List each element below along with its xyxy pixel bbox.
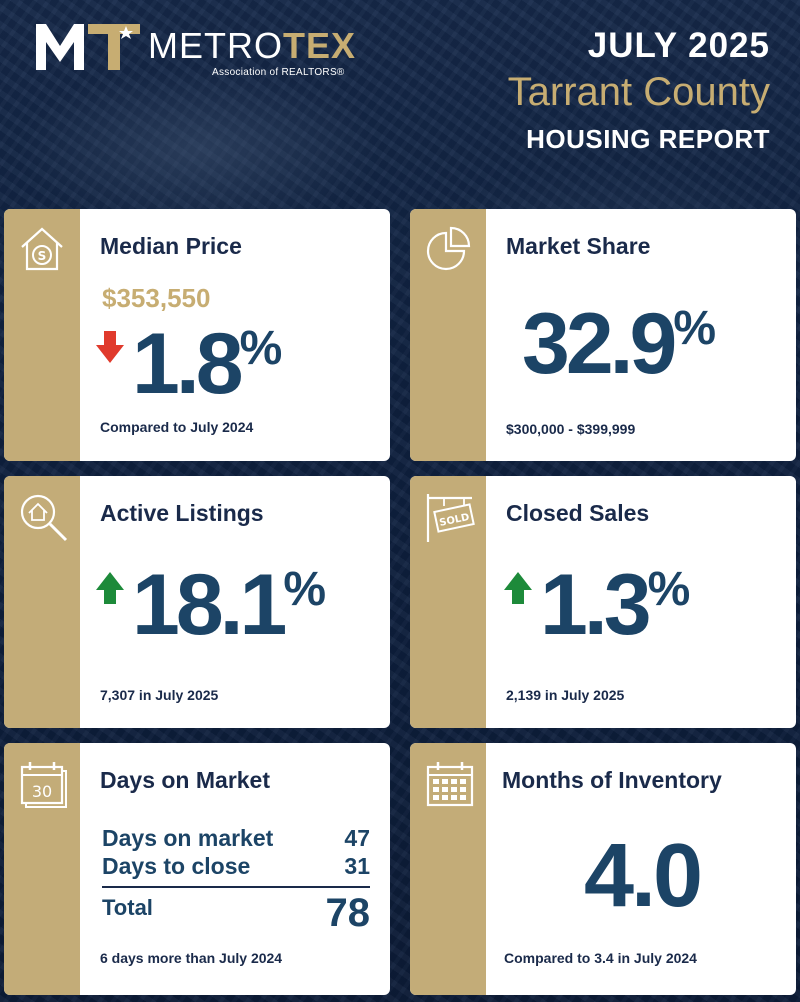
closed-sales-note: 2,139 in July 2025 — [506, 687, 625, 703]
logo-prefix: METRO — [148, 25, 283, 66]
percent-sign: % — [283, 563, 327, 616]
card-accent-strip — [410, 743, 486, 995]
median-price-change-value: 1.8 — [132, 316, 244, 412]
days-on-market-card: 30 Days on Market Days on market 47 Days… — [4, 743, 390, 995]
down-arrow-icon — [96, 331, 124, 363]
active-listings-change: 18.1% — [132, 562, 326, 648]
house-search-icon — [20, 494, 68, 542]
percent-sign: % — [239, 322, 283, 375]
metrotex-logo: METROTEX Association of REALTORS® — [36, 22, 376, 78]
months-of-inventory-title: Months of Inventory — [502, 767, 722, 793]
closed-sales-change-value: 1.3 — [540, 557, 652, 653]
report-date: JULY 2025 — [587, 26, 770, 65]
market-share-value: 32.9% — [522, 301, 716, 387]
card-accent-strip — [4, 476, 80, 728]
active-listings-note: 7,307 in July 2025 — [100, 687, 219, 703]
active-listings-title: Active Listings — [100, 500, 264, 526]
house-dollar-icon: S — [21, 227, 63, 271]
calendar-grid-icon — [426, 762, 474, 807]
median-price-card: S Median Price $353,550 1.8% Compared to… — [4, 209, 390, 461]
median-price-change: 1.8% — [132, 321, 282, 407]
pie-chart-icon — [426, 226, 471, 271]
days-on-market-value: 47 — [344, 825, 370, 851]
closed-sales-card: SOLD Closed Sales 1.3% 2,139 in July 202… — [410, 476, 796, 728]
active-listings-change-value: 18.1 — [132, 557, 287, 653]
percent-sign: % — [673, 302, 717, 355]
median-price-note: Compared to July 2024 — [100, 419, 254, 435]
percent-sign: % — [647, 563, 691, 616]
days-on-market-title: Days on Market — [100, 767, 271, 793]
median-price-value: $353,550 — [102, 283, 211, 313]
county-name: Tarrant County — [507, 70, 770, 114]
up-arrow-icon — [504, 572, 532, 604]
days-on-market-label: Days on market — [102, 825, 274, 851]
median-price-title: Median Price — [100, 233, 242, 259]
total-divider — [102, 886, 370, 888]
months-of-inventory-note: Compared to 3.4 in July 2024 — [504, 950, 697, 966]
svg-text:S: S — [38, 249, 47, 263]
days-to-close-label: Days to close — [102, 853, 251, 879]
logo-subtitle: Association of REALTORS® — [212, 67, 345, 78]
total-label: Total — [102, 895, 153, 920]
logo-mark-icon — [36, 24, 140, 70]
months-of-inventory-card: Months of Inventory 4.0 Compared to 3.4 … — [410, 743, 796, 995]
closed-sales-change: 1.3% — [540, 562, 690, 648]
closed-sales-title: Closed Sales — [506, 500, 650, 526]
report-title: HOUSING REPORT — [526, 124, 770, 154]
card-accent-strip — [4, 743, 80, 995]
days-on-market-note: 6 days more than July 2024 — [100, 950, 283, 966]
months-of-inventory-value: 4.0 — [584, 826, 703, 926]
market-share-number: 32.9 — [522, 296, 677, 392]
up-arrow-icon — [96, 572, 124, 604]
market-share-range: $300,000 - $399,999 — [506, 421, 636, 437]
active-listings-card: Active Listings 18.1% 7,307 in July 2025 — [4, 476, 390, 728]
card-accent-strip — [4, 209, 80, 461]
logo-accent: TEX — [283, 25, 357, 66]
market-share-card: Market Share 32.9% $300,000 - $399,999 — [410, 209, 796, 461]
total-value: 78 — [325, 891, 371, 935]
calendar-30-icon: 30 — [20, 762, 67, 808]
days-to-close-row: Days to close 31 — [102, 853, 370, 880]
logo-wordmark: METROTEX — [148, 28, 356, 64]
market-share-title: Market Share — [506, 233, 651, 259]
sold-sign-icon: SOLD — [426, 494, 475, 542]
svg-text:30: 30 — [32, 782, 52, 801]
days-to-close-value: 31 — [344, 853, 370, 879]
days-on-market-row: Days on market 47 — [102, 825, 370, 852]
